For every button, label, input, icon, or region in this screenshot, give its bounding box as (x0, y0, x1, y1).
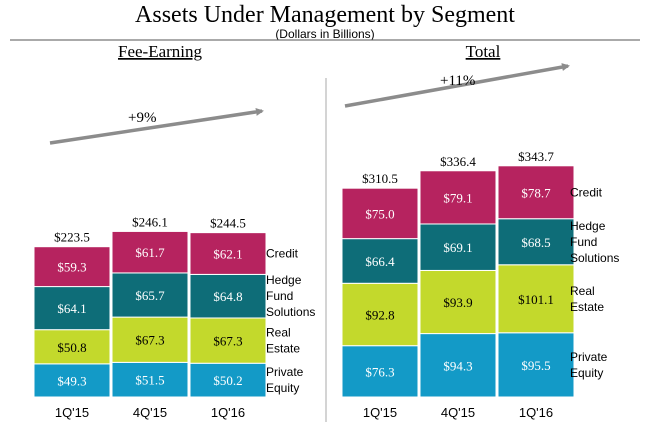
segment-value-label: $67.3 (135, 333, 164, 348)
bar-segment-private_equity (189, 362, 267, 398)
segment-value-label: $50.2 (213, 373, 242, 388)
bar-segment-credit (341, 187, 419, 240)
bar-total-label: $223.5 (54, 230, 90, 245)
legend-label-real_estate: Real Estate (570, 284, 604, 314)
bar-segment-credit (189, 232, 267, 275)
bar-segment-credit (497, 165, 575, 220)
bar-segment-real_estate (341, 282, 419, 347)
category-label: 1Q'16 (519, 405, 553, 420)
segment-value-label: $64.1 (57, 301, 86, 316)
bar-segment-credit (419, 170, 497, 225)
bar-segment-real_estate (111, 316, 189, 363)
segment-value-label: $59.3 (57, 260, 86, 275)
bar-segment-private_equity (497, 332, 575, 398)
segment-value-label: $49.3 (57, 373, 86, 388)
bar-segment-real_estate (33, 329, 111, 365)
segment-value-label: $93.9 (443, 295, 472, 310)
chart-subtitle: (Dollars in Billions) (275, 27, 375, 41)
legend-label-private_equity: Private Equity (266, 365, 304, 395)
legend-label-credit: Credit (266, 247, 299, 261)
bar-segment-hedge (341, 238, 419, 284)
growth-annotation: +11% (440, 73, 475, 89)
legend-label-credit: Credit (570, 185, 603, 199)
legend-label-hedge: Hedge Fund Solutions (570, 219, 619, 265)
segment-value-label: $51.5 (135, 373, 164, 388)
bar-total-label: $336.4 (440, 154, 476, 169)
growth-annotation: +9% (128, 110, 156, 126)
segment-value-label: $64.8 (213, 289, 242, 304)
segment-value-label: $76.3 (365, 364, 394, 379)
segment-value-label: $78.7 (521, 185, 551, 200)
panel-fee-earning: Fee-Earning +9% $49.3 $50.8 $64.1 $59.3 $223.5… (33, 42, 315, 420)
bar-total-label: $246.1 (132, 214, 168, 229)
category-label: 1Q'16 (211, 405, 245, 420)
bar-total-label: $343.7 (518, 149, 554, 164)
segment-value-label: $79.1 (443, 190, 472, 205)
bar-segment-hedge (189, 273, 267, 319)
bar-segment-private_equity (341, 345, 419, 398)
bar-segment-credit (111, 230, 189, 274)
segment-value-label: $65.7 (135, 288, 165, 303)
panel-title: Fee-Earning (118, 42, 203, 61)
segment-value-label: $68.5 (521, 235, 550, 250)
category-label: 1Q'15 (363, 405, 397, 420)
chart-title: Assets Under Management by Segment (135, 2, 515, 28)
bar-segment-hedge (497, 218, 575, 266)
segment-value-label: $69.1 (443, 240, 472, 255)
growth-arrow (344, 63, 570, 108)
panel-total: Total +11% $76.3 $92.8 $66.4 $75.0 $310.5 1Q'15… (341, 42, 619, 420)
segment-value-label: $94.3 (443, 358, 472, 373)
bar-segment-real_estate (497, 264, 575, 334)
bar-segment-hedge (419, 223, 497, 271)
segment-value-label: $92.8 (365, 307, 394, 322)
panel-title: Total (466, 42, 501, 61)
legend-label-private_equity: Private Equity (570, 350, 608, 380)
legend-label-real_estate: Real Estate (266, 326, 300, 356)
bar-segment-hedge (111, 272, 189, 318)
bar-segment-private_equity (419, 333, 497, 398)
segment-value-label: $95.5 (521, 358, 550, 373)
category-label: 4Q'15 (133, 405, 167, 420)
bar-segment-credit (33, 246, 111, 288)
segment-value-label: $62.1 (213, 247, 242, 262)
segment-value-label: $61.7 (135, 245, 165, 260)
category-label: 1Q'15 (55, 405, 89, 420)
segment-value-label: $50.8 (57, 340, 86, 355)
legend-label-hedge: Hedge Fund Solutions (266, 273, 315, 319)
category-label: 4Q'15 (441, 405, 475, 420)
bar-segment-real_estate (419, 269, 497, 335)
growth-arrow (49, 107, 264, 145)
segment-value-label: $75.0 (365, 206, 394, 221)
segment-value-label: $66.4 (365, 254, 395, 269)
segment-value-label: $67.3 (213, 334, 242, 349)
bar-total-label: $310.5 (362, 171, 398, 186)
segment-value-label: $101.1 (518, 292, 554, 307)
bar-total-label: $244.5 (210, 216, 246, 231)
bar-segment-private_equity (33, 363, 111, 398)
